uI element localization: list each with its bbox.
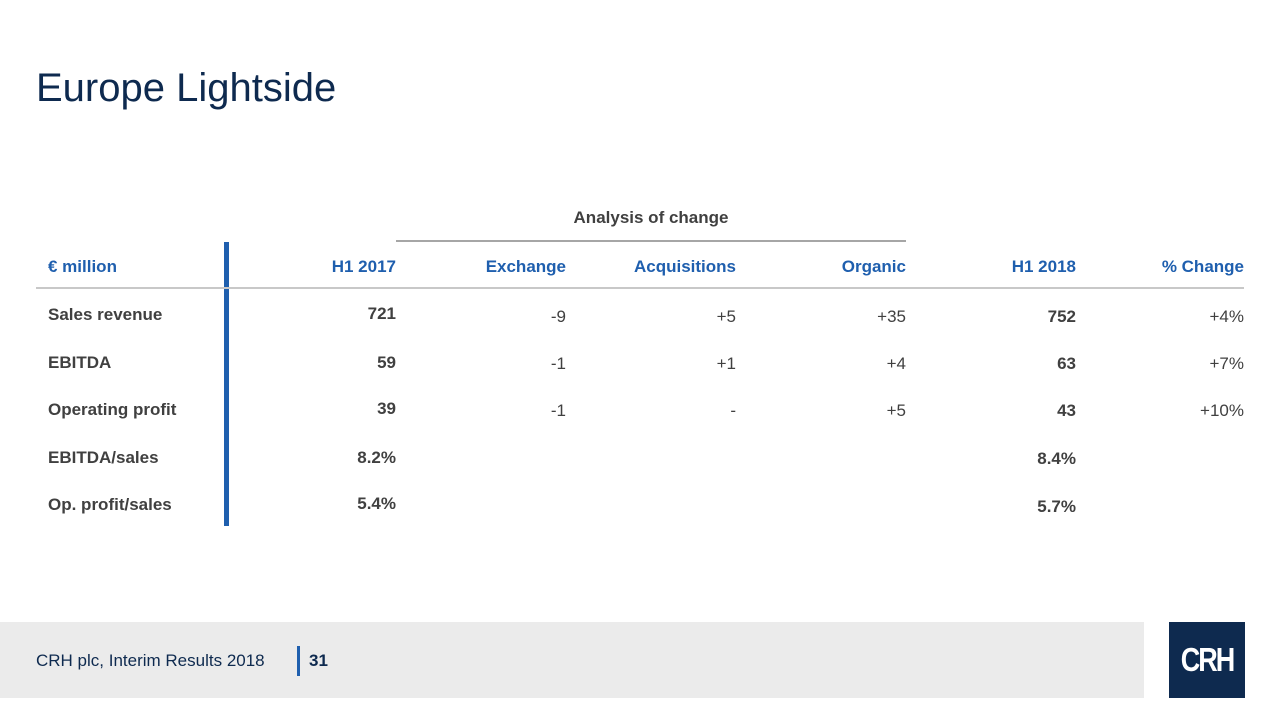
row-label: EBITDA (48, 353, 112, 372)
cell-organic: +5 (886, 401, 906, 420)
cell-h1-2017: 59 (377, 353, 396, 372)
row-label: Sales revenue (48, 305, 163, 324)
header-organic: Organic (841, 257, 906, 276)
cell-h1-2018: 5.7% (1037, 497, 1076, 516)
cell-h1-2017: 39 (377, 399, 396, 418)
cell-exchange: -9 (550, 307, 566, 326)
row-label: Operating profit (48, 400, 177, 419)
header-exchange: Exchange (485, 257, 566, 276)
footer-band (0, 622, 1144, 698)
header-million: € million (48, 257, 117, 276)
header-pct-change: % Change (1161, 257, 1244, 276)
row-label: EBITDA/sales (48, 448, 159, 467)
header-acquisitions: Acquisitions (633, 257, 736, 276)
cell-h1-2017: 5.4% (357, 494, 396, 513)
cell-pct-change: +4% (1209, 307, 1245, 326)
cell-pct-change: +10% (1200, 401, 1244, 420)
cell-h1-2018: 8.4% (1037, 449, 1076, 468)
cell-h1-2017: 8.2% (357, 448, 396, 467)
footer-company-text: CRH plc, Interim Results 2018 (36, 651, 265, 670)
label-column-accent-bar (224, 242, 229, 526)
slide-title: Europe Lightside (36, 66, 337, 110)
cell-acquisitions: +5 (716, 307, 736, 326)
cell-organic: +35 (877, 307, 906, 326)
cell-exchange: -1 (550, 354, 566, 373)
cell-acquisitions: +1 (716, 354, 736, 373)
page-number: 31 (309, 651, 328, 670)
cell-h1-2018: 63 (1057, 354, 1076, 373)
analysis-divider (396, 240, 906, 242)
header-divider (36, 287, 1244, 289)
cell-organic: +4 (886, 354, 906, 373)
header-h1-2018: H1 2018 (1011, 257, 1076, 276)
crh-logo: CRH (1169, 622, 1245, 698)
cell-h1-2018: 43 (1057, 401, 1076, 420)
cell-acquisitions: - (730, 401, 736, 420)
analysis-of-change-header: Analysis of change (573, 208, 729, 227)
cell-exchange: -1 (550, 401, 566, 420)
cell-h1-2017: 721 (367, 304, 396, 323)
footer-separator (297, 646, 300, 676)
cell-h1-2018: 752 (1047, 307, 1076, 326)
cell-pct-change: +7% (1209, 354, 1245, 373)
header-h1-2017: H1 2017 (331, 257, 396, 276)
row-label: Op. profit/sales (48, 495, 172, 514)
logo-text: CRH (1180, 640, 1235, 679)
